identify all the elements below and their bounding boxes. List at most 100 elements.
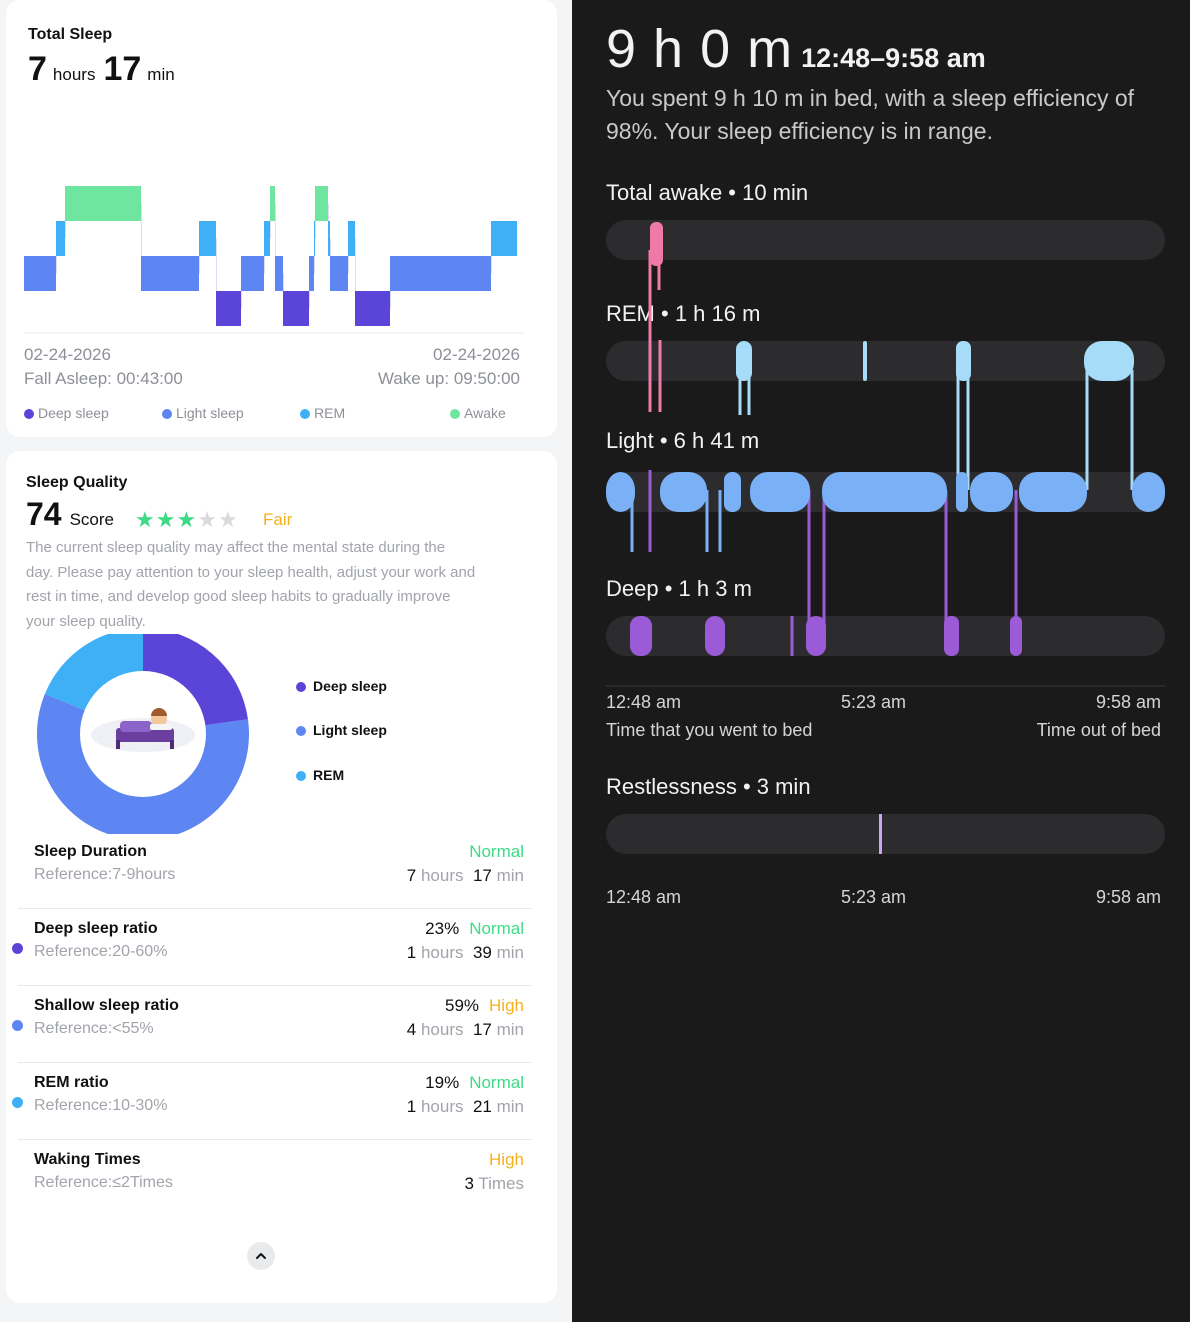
hypnogram-segment-deep xyxy=(355,291,390,326)
date-row: 02-24-2026 02-24-2026 xyxy=(24,345,520,365)
metric-value-line: 1 hours 39 min xyxy=(407,943,524,963)
legend2-rem-label: REM xyxy=(313,767,345,783)
hypnogram-segment-deep xyxy=(216,291,241,326)
metric-value-line: 7 hours 17 min xyxy=(407,866,524,886)
rem-segment xyxy=(736,341,752,381)
metric-name: Deep sleep ratio xyxy=(34,920,158,937)
legend-deep-label: Deep sleep xyxy=(38,405,109,421)
metric-value1: 3 xyxy=(464,1174,474,1193)
fall-asleep-time: Fall Asleep: 00:43:00 xyxy=(24,369,183,388)
metric-value2: 17 xyxy=(472,1020,492,1039)
metric-rem-ratio: REM ratio Reference:10-30% 19% Normal 1 h… xyxy=(12,1063,532,1140)
restlessness-label: Restlessness • 3 min xyxy=(606,774,811,799)
metric-reference: Reference:<55% xyxy=(34,1020,154,1037)
star-filled-icon: ★ xyxy=(135,507,156,532)
hypnogram-segment-rem xyxy=(264,221,270,256)
metric-name: REM ratio xyxy=(34,1074,109,1091)
metric-unit2: min xyxy=(496,1097,524,1116)
sleep-duration: 9 h 0 m xyxy=(606,19,794,79)
metric-value1: 1 xyxy=(406,1097,417,1116)
metric-value1: 7 xyxy=(406,866,417,885)
awake-stage-label: Total awake • 10 min xyxy=(606,180,809,205)
chevron-up-icon xyxy=(256,1253,266,1259)
deep-track xyxy=(606,616,1165,656)
metric-status-line: 23% Normal xyxy=(425,919,524,939)
metric-percent: 19% xyxy=(425,1073,460,1092)
status-badge: Normal xyxy=(469,842,524,861)
metric-status-line: Normal xyxy=(469,842,524,862)
total-sleep-hours: 7 xyxy=(28,50,47,88)
divider xyxy=(18,1139,532,1140)
legend-deep: Deep sleep xyxy=(24,405,109,421)
metric-percent: 23% xyxy=(425,919,460,938)
sleep-composition-donut xyxy=(37,634,249,834)
rem-dot-icon xyxy=(296,771,306,781)
hypnogram-segment-light xyxy=(24,256,56,291)
hypnogram-segment-rem xyxy=(199,221,216,256)
metric-value-line: 1 hours 21 min xyxy=(407,1097,524,1117)
metric-value-line: 3 Times xyxy=(464,1174,524,1194)
metric-value1: 1 xyxy=(406,943,417,962)
hypnogram-segment-rem xyxy=(314,221,315,256)
hypnogram-segment-awake xyxy=(270,186,275,221)
rating-label: Fair xyxy=(263,510,293,529)
sleep-summary: You spent 9 h 10 m in bed, with a sleep … xyxy=(606,85,1135,144)
restless-time-mid: 5:23 am xyxy=(841,887,907,907)
hypnogram-segment-rem xyxy=(56,221,65,256)
metric-unit2: min xyxy=(496,943,524,962)
hypnogram-segment-awake xyxy=(65,186,141,221)
total-sleep-card: Total Sleep 7 hours 17 min 02-24-2026 02-24… xyxy=(6,0,557,437)
metric-shallow-sleep-ratio: Shallow sleep ratio Reference:<55% 59% Hi… xyxy=(12,986,532,1063)
time-end: 9:58 am xyxy=(1095,692,1161,712)
deep-dot-icon xyxy=(24,409,34,419)
metric-reference: Reference:20-60% xyxy=(34,943,168,960)
hypnogram-segment-light xyxy=(141,256,199,291)
legend2-light: Light sleep xyxy=(296,722,387,738)
deep-segment xyxy=(944,616,959,656)
light-segment xyxy=(1019,472,1087,512)
status-badge: Normal xyxy=(469,1073,524,1092)
star-empty-icon: ★ xyxy=(197,507,218,532)
rating-stars: ★★★★★ xyxy=(135,507,239,533)
star-empty-icon: ★ xyxy=(217,507,239,532)
sleep-stage-hypnogram xyxy=(24,186,524,334)
metric-name: Sleep Duration xyxy=(34,843,147,860)
sleep-time-range: 12:48–9:58 am xyxy=(801,43,986,73)
rem-track xyxy=(606,341,1165,381)
metric-reference: Reference:7-9hours xyxy=(34,866,176,883)
start-date: 02-24-2026 xyxy=(24,345,111,364)
restlessness-mark xyxy=(879,814,882,854)
awake-dot-icon xyxy=(450,409,460,419)
hypnogram-segment-light xyxy=(390,256,491,291)
status-badge: High xyxy=(489,1150,524,1169)
went-to-bed-label: Time that you went to bed xyxy=(606,720,813,740)
metric-unit2: min xyxy=(496,1020,524,1039)
deep-dot-icon xyxy=(296,682,306,692)
light-segment xyxy=(1132,472,1165,512)
collapse-button[interactable] xyxy=(247,1242,275,1270)
deep-stage-label: Deep • 1 h 3 m xyxy=(606,576,752,601)
metric-value2: 17 xyxy=(472,866,492,885)
legend2-rem: REM xyxy=(296,767,344,783)
time-mid: 5:23 am xyxy=(841,692,907,712)
hypnogram-segment-rem xyxy=(348,221,355,256)
sleep-stages-panel: 9 h 0 m 12:48–9:58 am You spent 9 h 10 m … xyxy=(572,0,1190,1322)
metric-deep-sleep-ratio: Deep sleep ratio Reference:20-60% 23% Nor… xyxy=(12,909,532,986)
hypnogram-segment-rem xyxy=(328,221,330,256)
rem-segment xyxy=(956,341,971,381)
metric-unit1: hours xyxy=(420,1020,464,1039)
metric-reference: Reference:≤2Times xyxy=(34,1174,173,1191)
metric-percent: 59% xyxy=(445,996,480,1015)
metric-status-line: 19% Normal xyxy=(425,1073,524,1093)
legend2-light-label: Light sleep xyxy=(313,722,387,738)
sleep-quality-title: Sleep Quality xyxy=(26,474,128,491)
sleeping-person-icon xyxy=(91,708,195,752)
light-segment xyxy=(660,472,707,512)
light-segment xyxy=(956,472,968,512)
light-dot-icon xyxy=(12,1020,23,1031)
deep-segment xyxy=(630,616,652,656)
metric-unit1: hours xyxy=(420,866,464,885)
metric-unit1: Times xyxy=(478,1174,524,1193)
light-segment xyxy=(606,472,635,512)
legend-light-label: Light sleep xyxy=(176,405,244,421)
